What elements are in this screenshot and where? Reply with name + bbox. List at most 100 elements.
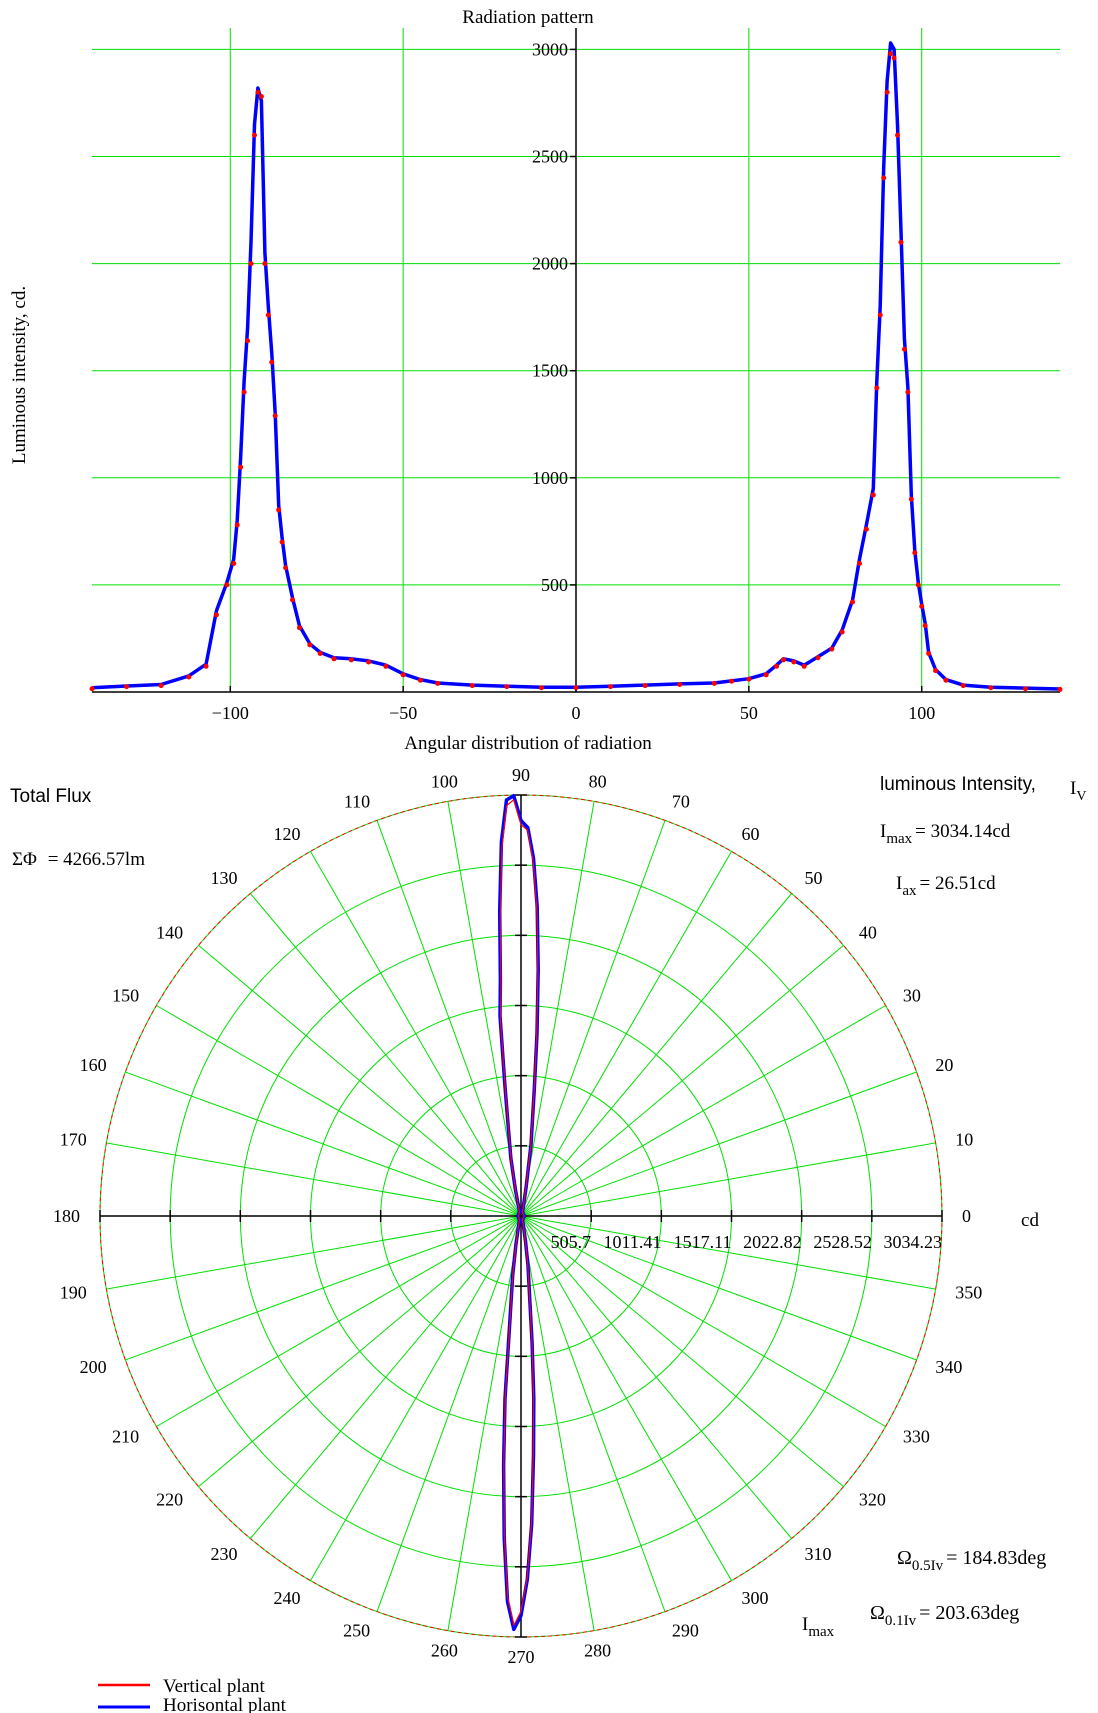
angle-tick-label: 90 [512, 765, 530, 785]
series-vertical-plant-point [1022, 686, 1028, 692]
polar-spoke [520, 801, 595, 1217]
radial-tick-label: 3034.23 [884, 1232, 943, 1252]
imax-value: = 3034.14cd [915, 821, 1011, 842]
angle-tick-label: 150 [112, 986, 139, 1006]
angle-tick-label: 230 [211, 1544, 238, 1564]
angle-tick-label: 60 [742, 824, 760, 844]
series-vertical-plant-point [898, 239, 904, 245]
series-vertical-plant-point [746, 676, 752, 682]
series-vertical-plant-point [435, 680, 441, 686]
polar-vertical-plant-curve [499, 799, 539, 1626]
y-tick-label: 500 [541, 575, 568, 595]
series-vertical-plant-point [538, 685, 544, 691]
angle-tick-label: 100 [431, 772, 458, 792]
polar-spoke [520, 820, 666, 1217]
imax-marker: Imax [802, 1614, 835, 1640]
series-vertical-plant-point [258, 94, 264, 100]
angle-tick-label: 270 [508, 1647, 535, 1667]
series-vertical-plant-point [884, 89, 890, 95]
series-vertical-plant-point [279, 539, 285, 545]
series-vertical-plant-point [255, 89, 261, 95]
series-vertical-plant-point [780, 657, 786, 663]
cartesian-axes [92, 28, 1060, 693]
omega-05-sub: 0.5Iv [912, 1558, 944, 1574]
angle-tick-label: 40 [859, 923, 877, 943]
x-tick-labels: −100 −50 0 50 100 [212, 703, 936, 723]
angle-tick-label: 170 [60, 1129, 87, 1149]
legend: Vertical plant Horisontal plant [98, 1676, 287, 1713]
angle-tick-label: 130 [211, 868, 238, 888]
polar-axes [99, 794, 943, 1638]
series-vertical-plant-point [850, 599, 856, 605]
angle-tick-label: 290 [672, 1620, 699, 1640]
angle-tick-label: 140 [156, 923, 183, 943]
cartesian-series [89, 41, 1063, 692]
polar-spoke [310, 851, 522, 1217]
legend-vertical-label: Vertical plant [163, 1676, 266, 1697]
series-vertical-plant-point [213, 612, 219, 618]
polar-spoke [198, 1215, 522, 1487]
series-vertical-plant-point [877, 312, 883, 318]
imax-marker-main: I [802, 1614, 808, 1635]
polar-spoke [106, 1142, 522, 1217]
series-vertical-plant-point [926, 650, 932, 656]
series-vertical-plant-point [269, 359, 275, 365]
polar-spoke [520, 945, 844, 1217]
angle-tick-label: 280 [584, 1640, 611, 1660]
angle-tick-label: 200 [80, 1357, 107, 1377]
angle-tick-label: 190 [60, 1283, 87, 1303]
series-vertical-plant-point [262, 261, 268, 267]
series-vertical-plant-point [272, 413, 278, 419]
series-vertical-plant-point [307, 642, 313, 648]
series-vertical-plant-point [791, 659, 797, 665]
total-flux-prefix: ΣΦ [12, 849, 37, 870]
y-tick-label: 3000 [532, 39, 568, 59]
polar-spoke [520, 1215, 886, 1427]
iax-value: = 26.51cd [920, 873, 997, 894]
angle-tick-label: 350 [955, 1283, 982, 1303]
series-vertical-plant-point [608, 684, 614, 690]
x-tick-label: 0 [572, 703, 581, 723]
iax-formula: Iax = 26.51cd [896, 873, 996, 899]
polar-chart: 0 10 20 30 40 50 60 70 80 90 100 110 120 130 140 150 160… [53, 765, 1039, 1667]
series-vertical-plant-point [296, 625, 302, 631]
polar-spoke [376, 820, 522, 1217]
angle-tick-label: 320 [859, 1489, 886, 1509]
y-tick-label: 2500 [532, 147, 568, 167]
series-vertical-plant-point [124, 684, 130, 690]
imax-formula: Imax = 3034.14cd [880, 821, 1011, 847]
angle-tick-label: 250 [343, 1620, 370, 1640]
angle-tick-label: 30 [903, 986, 921, 1006]
series-vertical-plant-point [231, 560, 237, 566]
angle-tick-label: 300 [742, 1588, 769, 1608]
series-vertical-plant-point [856, 560, 862, 566]
legend-horizontal-label: Horisontal plant [163, 1695, 287, 1713]
series-vertical-plant-point [186, 674, 192, 680]
annotations: Total Flux ΣΦ = 4266.57lm luminous Inten… [10, 774, 1086, 1640]
omega-01-formula: Ω0.1Iv = 203.63deg [870, 1602, 1019, 1629]
radial-tick-labels: 505.7 1011.41 1517.11 2022.82 2528.52 3034.23 [551, 1232, 942, 1252]
series-vertical-plant-point [874, 385, 880, 391]
series-vertical-plant-point [839, 629, 845, 635]
series-vertical-plant-point [801, 663, 807, 669]
polar-spoke [520, 1215, 844, 1487]
series-vertical-plant-point [203, 663, 209, 669]
angle-tick-label: 0 [962, 1206, 971, 1226]
series-vertical-plant-point [870, 492, 876, 498]
polar-spoke [520, 1215, 917, 1361]
polar-spoke [520, 1215, 792, 1539]
series-vertical-plant-point [265, 312, 271, 318]
series-vertical-plant-point [241, 389, 247, 395]
series-vertical-plant-point [1057, 686, 1063, 692]
series-vertical-plant-point [943, 677, 949, 683]
imax-marker-sub: max [808, 1624, 834, 1640]
radial-unit-label: cd [1021, 1210, 1039, 1231]
series-vertical-plant-point [238, 464, 244, 470]
polar-spoke [106, 1215, 522, 1290]
series-vertical-plant-point [366, 659, 372, 665]
luminous-intensity-label: luminous Intensity, [880, 774, 1036, 795]
polar-spoke [310, 1215, 522, 1581]
radial-tick-label: 1011.41 [603, 1232, 661, 1252]
angle-tick-label: 180 [53, 1206, 80, 1226]
series-vertical-plant-point [774, 663, 780, 669]
